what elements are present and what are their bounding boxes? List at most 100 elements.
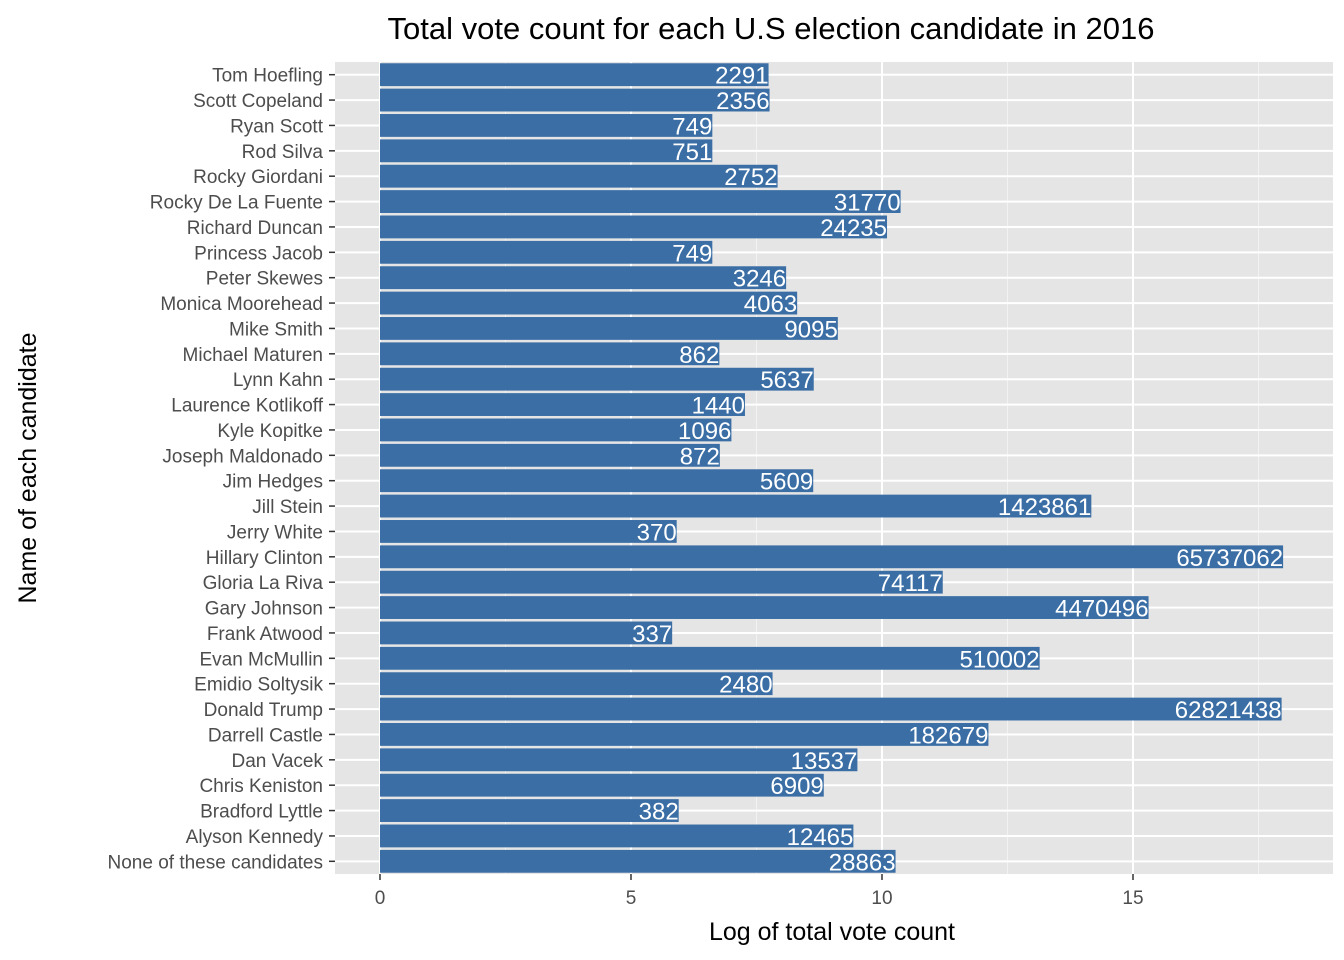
y-tick-label: Ryan Scott	[230, 116, 324, 137]
y-tick-label: Gary Johnson	[205, 599, 323, 620]
bar	[380, 317, 838, 340]
bar-data-label: 1096	[678, 418, 731, 445]
chart-title: Total vote count for each U.S election c…	[388, 11, 1155, 46]
y-tick-label: Tom Hoefling	[212, 66, 323, 87]
bar	[380, 596, 1149, 619]
x-tick-label: 15	[1122, 888, 1143, 909]
bar-data-label: 382	[639, 799, 679, 826]
y-tick-label: Rocky Giordani	[193, 167, 323, 188]
y-axis-title: Name of each candidate	[14, 332, 42, 603]
bar-data-label: 1440	[692, 393, 745, 420]
bar-data-label: 510002	[960, 646, 1040, 673]
y-tick-label: Emidio Soltysik	[194, 675, 323, 696]
bar	[380, 164, 778, 188]
bar	[380, 520, 677, 543]
y-tick-label: Alyson Kennedy	[186, 827, 324, 848]
bar-data-label: 751	[672, 139, 712, 166]
y-tick-label: None of these candidates	[108, 852, 324, 873]
bar-data-label: 2480	[719, 672, 772, 699]
bar	[380, 443, 720, 467]
y-tick-label: Frank Atwood	[207, 624, 323, 645]
x-tick-label: 5	[626, 888, 637, 909]
y-tick-label: Chris Keniston	[199, 776, 323, 797]
bar-data-label: 9095	[784, 316, 837, 343]
bar-data-label: 4063	[744, 291, 797, 318]
bar-data-label: 74117	[878, 570, 943, 597]
bar	[380, 291, 798, 315]
bar-data-label: 182679	[908, 722, 988, 749]
y-tick-label: Princess Jacob	[194, 243, 323, 264]
y-tick-label: Jerry White	[227, 522, 323, 543]
bar-data-label: 31770	[834, 190, 901, 217]
bar	[380, 418, 732, 442]
bar-data-label: 370	[637, 519, 677, 546]
y-tick-label: Rocky De La Fuente	[150, 193, 323, 214]
y-tick-label: Peter Skewes	[206, 269, 323, 290]
y-tick-label: Kyle Kopitke	[217, 421, 323, 442]
bar	[380, 114, 713, 137]
bar	[380, 240, 713, 264]
bar	[380, 849, 896, 873]
y-tick-label: Jill Stein	[252, 497, 323, 518]
bar	[380, 672, 773, 696]
bar	[380, 773, 824, 797]
x-axis-title: Log of total vote count	[709, 918, 955, 946]
y-tick-label: Donald Trump	[204, 700, 323, 721]
y-tick-label: Darrell Castle	[208, 725, 323, 746]
bar-data-label: 2752	[724, 164, 777, 191]
bar-data-label: 5609	[760, 469, 813, 496]
bar	[380, 748, 858, 772]
bar	[380, 367, 814, 391]
y-tick-label: Hillary Clinton	[206, 548, 323, 569]
y-tick-label: Gloria La Riva	[203, 573, 324, 594]
bar	[380, 545, 1284, 569]
bar	[380, 139, 713, 163]
y-tick-label: Richard Duncan	[187, 218, 323, 239]
bar-data-label: 24235	[820, 215, 887, 242]
bar	[380, 469, 814, 493]
bar	[380, 266, 787, 290]
bar	[380, 393, 745, 416]
y-tick-label: Rod Silva	[242, 142, 324, 163]
y-tick-label: Laurence Kotlikoff	[171, 396, 323, 417]
bar-data-label: 6909	[770, 773, 823, 800]
bar-data-label: 872	[680, 443, 720, 470]
x-tick-label: 10	[871, 888, 892, 909]
bar-data-label: 749	[672, 240, 712, 267]
y-tick-label: Joseph Maldonado	[162, 446, 323, 467]
bar-data-label: 862	[679, 342, 719, 369]
bar-data-label: 2291	[715, 63, 768, 90]
y-tick-label: Bradford Lyttle	[200, 802, 323, 823]
bar	[380, 824, 854, 848]
bar-data-label: 4470496	[1055, 596, 1148, 623]
bar	[380, 621, 673, 645]
y-tick-label: Mike Smith	[229, 319, 323, 340]
y-tick-label: Lynn Kahn	[233, 370, 323, 391]
bar-data-label: 13537	[791, 748, 858, 775]
bar-data-label: 12465	[787, 824, 854, 851]
bar	[380, 63, 769, 87]
bar	[380, 723, 989, 746]
bar-data-label: 1423861	[998, 494, 1091, 521]
bar-data-label: 62821438	[1175, 697, 1282, 724]
x-tick-label: 0	[375, 888, 386, 909]
bar	[380, 342, 720, 366]
bar	[380, 190, 901, 213]
bar	[380, 799, 679, 822]
bar	[380, 646, 1040, 670]
y-tick-label: Jim Hedges	[223, 472, 323, 493]
y-axis: Tom Hoefling Scott Copeland Ryan Scott Rod …	[108, 66, 335, 873]
bar-data-label: 337	[632, 621, 672, 648]
bar	[380, 570, 943, 594]
bar-data-labels: 2291235674975127523177024235749324640639…	[632, 63, 1283, 877]
bar	[380, 88, 770, 112]
y-tick-label: Scott Copeland	[193, 91, 323, 112]
bar-data-label: 5637	[760, 367, 813, 394]
y-tick-label: Dan Vacek	[231, 751, 323, 772]
y-tick-label: Michael Maturen	[183, 345, 323, 366]
bars	[380, 63, 1284, 873]
bar-data-label: 2356	[716, 88, 769, 115]
bar-data-label: 749	[672, 113, 712, 140]
bar	[380, 697, 1282, 721]
